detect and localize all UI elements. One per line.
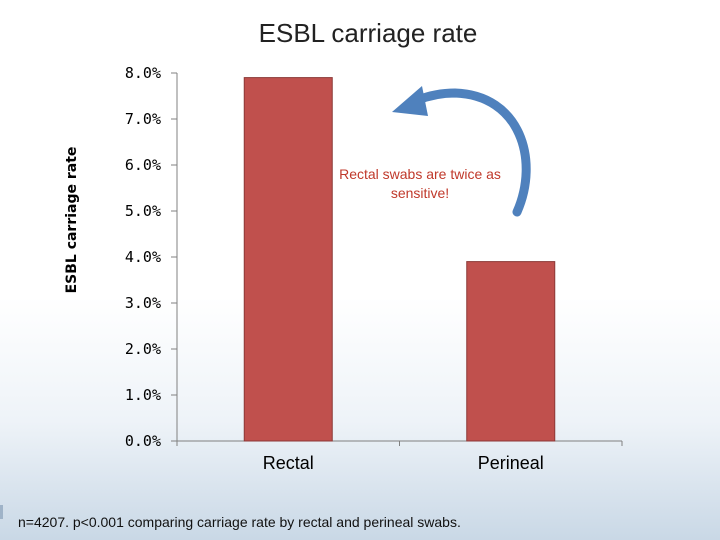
y-tick-label: 2.0% <box>125 340 161 358</box>
y-tick-label: 1.0% <box>125 386 161 404</box>
x-category-labels: Rectal Perineal <box>263 453 544 473</box>
bar-perineal <box>466 261 556 442</box>
y-tick-label: 4.0% <box>125 248 161 266</box>
annotation-text: Rectal swabs are twice as sensitive! <box>339 166 501 201</box>
bar-rectal <box>243 77 333 442</box>
x-category-label: Rectal <box>263 453 314 473</box>
slide-edge-mark <box>0 505 3 519</box>
y-tick-label: 5.0% <box>125 202 161 220</box>
y-axis-label: ESBL carriage rate <box>64 147 80 294</box>
y-tick-label: 0.0% <box>125 432 161 450</box>
y-tick-label: 6.0% <box>125 156 161 174</box>
footnote: n=4207. p<0.001 comparing carriage rate … <box>18 514 461 530</box>
chart-bars <box>243 77 556 442</box>
curved-arrow-icon <box>392 86 531 217</box>
y-tick-label: 3.0% <box>125 294 161 312</box>
x-category-label: Perineal <box>478 453 544 473</box>
y-tick-labels: 0.0% 1.0% 2.0% 3.0% 4.0% 5.0% 6.0% 7.0% 8.0% <box>125 64 161 450</box>
y-tick-label: 8.0% <box>125 64 161 82</box>
y-tick-label: 7.0% <box>125 110 161 128</box>
chart-title: ESBL carriage rate <box>258 18 478 48</box>
